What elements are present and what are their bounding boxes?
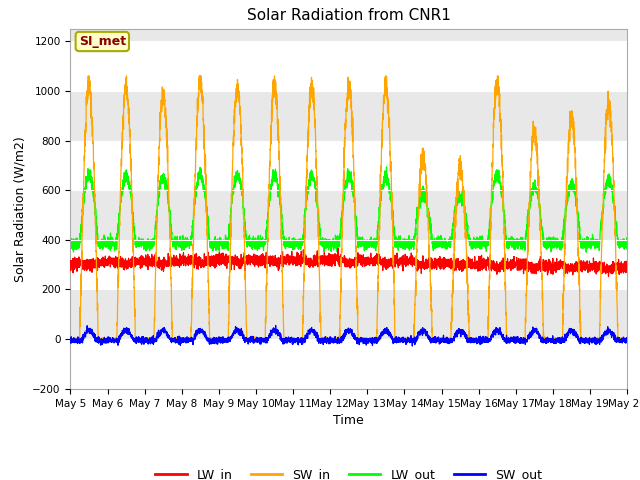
SW_in: [372, 339, 380, 345]
LW_in: [474, 258, 481, 264]
SW_out: [443, 335, 451, 340]
SW_in: [443, 336, 451, 341]
Bar: [70, 141, 627, 190]
Legend: LW_in, SW_in, LW_out, SW_out: LW_in, SW_in, LW_out, SW_out: [150, 464, 547, 480]
LW_out: [623, 245, 630, 251]
SW_out: [623, 337, 631, 343]
Bar: [70, 41, 627, 91]
SW_in: [167, 265, 175, 271]
Line: SW_out: SW_out: [70, 325, 627, 346]
LW_in: [328, 260, 336, 265]
SW_in: [623, 337, 630, 343]
X-axis label: Time: Time: [333, 414, 364, 427]
SW_out: [166, 336, 174, 341]
Line: SW_in: SW_in: [70, 76, 627, 342]
LW_out: [623, 246, 631, 252]
SW_out: [506, 338, 513, 344]
Line: LW_in: LW_in: [70, 248, 627, 276]
Text: SI_met: SI_met: [79, 35, 126, 48]
SW_out: [474, 336, 482, 342]
LW_in: [506, 264, 513, 270]
SW_out: [272, 323, 280, 328]
SW_in: [623, 336, 631, 342]
LW_out: [67, 244, 74, 250]
LW_out: [474, 241, 482, 247]
LW_in: [443, 259, 451, 264]
LW_out: [383, 164, 390, 170]
SW_in: [506, 335, 513, 341]
LW_out: [216, 250, 223, 256]
SW_in: [67, 336, 74, 342]
LW_in: [623, 262, 630, 268]
LW_in: [623, 265, 631, 271]
LW_in: [166, 256, 174, 262]
SW_out: [328, 336, 336, 342]
LW_in: [605, 274, 612, 279]
SW_in: [474, 337, 482, 343]
SW_out: [623, 338, 630, 344]
LW_in: [334, 245, 342, 251]
SW_out: [67, 338, 74, 344]
Bar: [70, 240, 627, 289]
LW_out: [328, 242, 336, 248]
SW_in: [84, 73, 92, 79]
Bar: [70, 339, 627, 389]
SW_out: [408, 343, 416, 349]
SW_in: [328, 337, 336, 343]
LW_out: [506, 245, 513, 251]
LW_out: [443, 240, 451, 245]
Y-axis label: Solar Radiation (W/m2): Solar Radiation (W/m2): [13, 136, 27, 282]
LW_in: [67, 258, 74, 264]
LW_out: [166, 216, 174, 222]
Line: LW_out: LW_out: [70, 167, 627, 253]
Title: Solar Radiation from CNR1: Solar Radiation from CNR1: [247, 9, 451, 24]
